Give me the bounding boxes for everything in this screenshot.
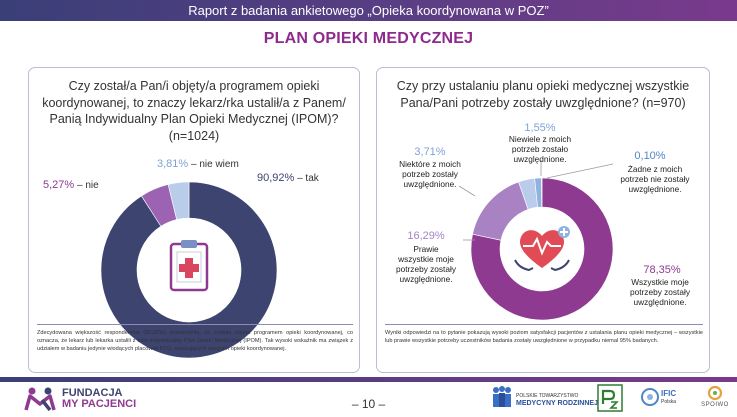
label-few-text: Niewiele z moich potrzeb zostało uwzględ…: [499, 134, 581, 164]
label-almost-all-line: uwzględnione.: [389, 274, 463, 284]
left-question-line: (n=1024): [29, 128, 359, 145]
label-few-pct: 1,55%: [505, 122, 575, 134]
label-nie-pct: 5,27%: [43, 179, 74, 191]
label-some-line: potrzeb zostały: [393, 169, 467, 179]
ific-subtitle: Polska: [661, 399, 676, 405]
label-nie-wiem: 3,81% – nie wiem: [157, 158, 239, 170]
label-some-line: uwzględnione.: [393, 179, 467, 189]
ific-logo: IFIC Polska: [640, 387, 688, 411]
label-all-line: uwzględnione.: [617, 297, 703, 307]
ific-title: IFIC: [661, 389, 676, 398]
label-none-line: Żadne z moich: [609, 164, 701, 174]
label-almost-all-pct: 16,29%: [391, 230, 461, 242]
left-question: Czy został/a Pan/i objęty/a programem op…: [29, 78, 359, 144]
label-few-line: potrzeb zostało: [499, 144, 581, 154]
label-none-pct: 0,10%: [615, 150, 685, 162]
label-almost-all-text: Prawie wszystkie moje potrzeby zostały u…: [389, 244, 463, 284]
label-nie-wiem-pct: 3,81%: [157, 158, 188, 170]
left-question-line: koordynowanej, to znaczy lekarz/rka usta…: [29, 95, 359, 112]
footer-bar: [0, 377, 737, 382]
ptmr-logo-icon: [490, 385, 514, 409]
label-almost-all-line: wszystkie moje: [389, 254, 463, 264]
left-panel: Czy został/a Pan/i objęty/a programem op…: [28, 67, 360, 373]
page-title: PLAN OPIEKI MEDYCZNEJ: [0, 30, 737, 48]
leader-line: [547, 164, 613, 178]
left-note: Zdecydowana większość respondentów (90,9…: [37, 329, 353, 353]
label-nie-text: – nie: [74, 180, 98, 191]
ptmr-logo: POLSKIE TOWARZYSTWO MEDYCYNY RODZINNEJ: [490, 385, 586, 411]
label-few-line: Niewiele z moich: [499, 134, 581, 144]
right-note: Wyniki odpowiedzi na to pytanie pokazują…: [385, 329, 703, 345]
ific-logo-icon: [640, 387, 660, 407]
label-some-line: Niektóre z moich: [393, 159, 467, 169]
label-nie: 5,27% – nie: [43, 179, 99, 191]
spoiwo-text: SPOIWO: [700, 402, 730, 408]
fundacja-subtitle: MY PACJENCI: [62, 398, 136, 410]
clipboard-medical-icon: [171, 240, 207, 290]
fundacja-logo-icon: [24, 386, 58, 412]
spoiwo-logo-icon: [700, 384, 730, 402]
report-header: Raport z badania ankietowego „Opieka koo…: [0, 0, 737, 21]
left-question-line: Czy został/a Pan/i objęty/a programem op…: [29, 78, 359, 95]
label-nie-wiem-text: – nie wiem: [188, 159, 239, 170]
label-none-line: potrzeb nie zostały: [609, 174, 701, 184]
ptmr-big-text: MEDYCYNY RODZINNEJ: [516, 400, 598, 407]
label-almost-all-line: Prawie: [389, 244, 463, 254]
label-some-text: Niektóre z moich potrzeb zostały uwzględ…: [393, 159, 467, 189]
label-all-line: Wszystkie moje: [617, 277, 703, 287]
label-none-line: uwzględnione.: [609, 184, 701, 194]
spoiwo-logo: SPOIWO: [700, 384, 730, 412]
ptmr-small-text: POLSKIE TOWARZYSTWO: [516, 393, 578, 399]
label-all-line: potrzeby zostały: [617, 287, 703, 297]
label-none-text: Żadne z moich potrzeb nie zostały uwzglę…: [609, 164, 701, 194]
label-all-text: Wszystkie moje potrzeby zostały uwzględn…: [617, 277, 703, 307]
right-panel: Czy przy ustalaniu planu opieki medyczne…: [376, 67, 710, 373]
label-tak: 90,92% – tak: [257, 172, 319, 184]
label-all-pct: 78,35%: [627, 264, 697, 276]
fundacja-my-pacjenci-logo: FUNDACJA MY PACJENCI: [24, 386, 154, 412]
left-note-divider: [37, 324, 353, 325]
pz-logo-icon: [597, 384, 623, 412]
label-some-pct: 3,71%: [395, 146, 465, 158]
label-tak-text: – tak: [294, 173, 318, 184]
label-almost-all-line: potrzeby zostały: [389, 264, 463, 274]
label-tak-pct: 90,92%: [257, 172, 294, 184]
right-note-divider: [385, 324, 703, 325]
label-few-line: uwzględnione.: [499, 154, 581, 164]
left-question-line: Panią Indywidualny Plan Opieki Medycznej…: [29, 111, 359, 128]
